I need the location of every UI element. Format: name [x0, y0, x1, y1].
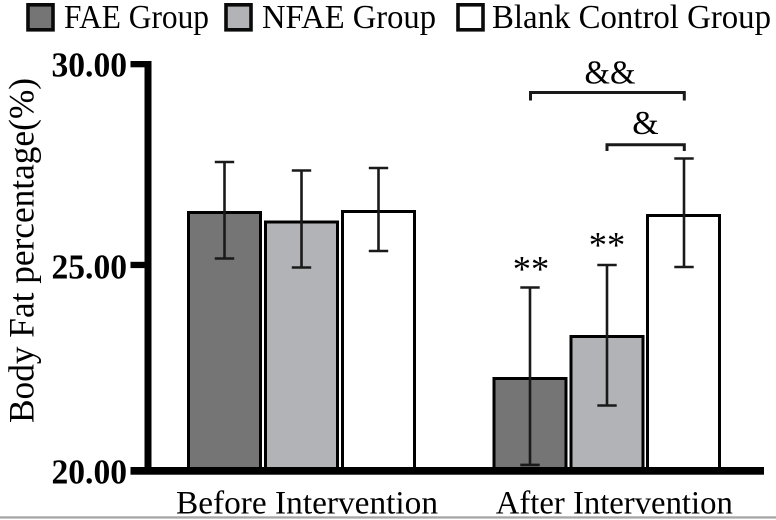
svg-text:Blank Control Group: Blank Control Group: [492, 0, 771, 36]
svg-text:After Intervention: After Intervention: [496, 486, 733, 520]
svg-text:25.00: 25.00: [52, 248, 128, 286]
svg-text:**: **: [589, 225, 626, 266]
svg-text:NFAE Group: NFAE Group: [262, 0, 436, 36]
svg-text:30.00: 30.00: [52, 47, 128, 85]
svg-text:Before Intervention: Before Intervention: [176, 486, 438, 520]
svg-text:20.00: 20.00: [52, 453, 128, 491]
svg-text:FAE Group: FAE Group: [64, 0, 209, 36]
svg-text:Body Fat percentage(%): Body Fat percentage(%): [2, 78, 42, 423]
svg-text:**: **: [513, 249, 550, 290]
svg-text:&&: &&: [585, 55, 636, 92]
svg-text:&: &: [632, 105, 658, 142]
